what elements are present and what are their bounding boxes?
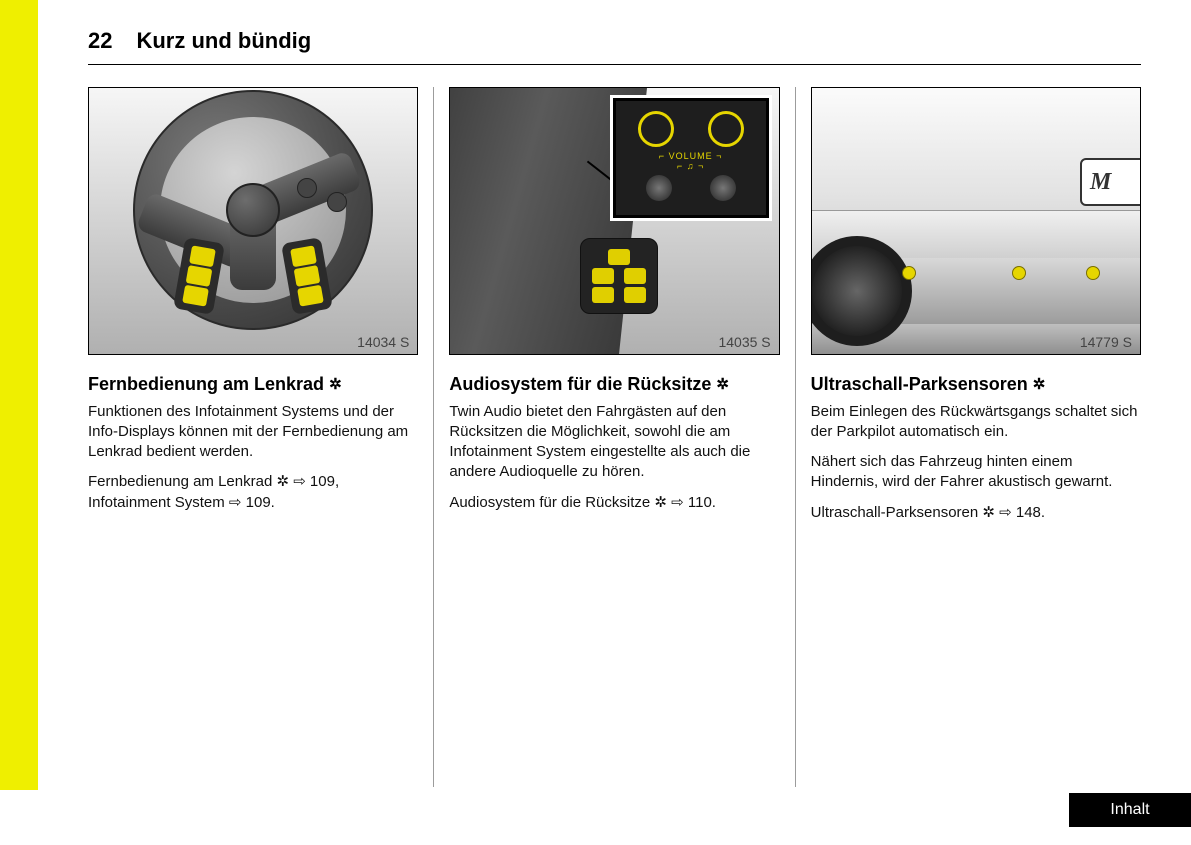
page-number: 22 xyxy=(88,28,112,54)
column-2: ⌐ VOLUME ¬⌐ ♫ ¬ 14035 S Audiosystem für … xyxy=(434,87,794,787)
heading-text: Audiosystem für die Rücksitze xyxy=(449,374,711,394)
heading-text: Ultraschall-Parksensoren xyxy=(811,374,1028,394)
column-3: M 14779 S Ultraschall-Parksensoren ✲ Bei… xyxy=(796,87,1141,787)
steering-wheel-icon xyxy=(133,90,373,330)
figure-steering-wheel: 14034 S xyxy=(88,87,418,355)
figure-rear-audio: ⌐ VOLUME ¬⌐ ♫ ¬ 14035 S xyxy=(449,87,779,355)
column-1: 14034 S Fernbedienung am Lenkrad ✲ Funkt… xyxy=(88,87,433,787)
section-heading-3: Ultraschall-Parksensoren ✲ xyxy=(811,373,1141,396)
star-icon: ✲ xyxy=(716,376,729,393)
console-panel-icon xyxy=(580,238,658,314)
star-icon: ✲ xyxy=(329,376,342,393)
side-tab-yellow xyxy=(0,0,38,790)
paragraph: Fernbedienung am Lenkrad ✲ ⇨ 109, Infota… xyxy=(88,472,418,513)
heading-text: Fernbedienung am Lenkrad xyxy=(88,374,324,394)
figure-park-sensors: M 14779 S xyxy=(811,87,1141,355)
park-sensor-icon xyxy=(1012,266,1026,280)
figure-caption: 14035 S xyxy=(718,334,770,350)
paragraph: Twin Audio bietet den Fahrgästen auf den… xyxy=(449,402,779,483)
section-heading-2: Audiosystem für die Rücksitze ✲ xyxy=(449,373,779,396)
page-body: 22 Kurz und bündig 14034 S Fernbedienung… xyxy=(38,0,1191,845)
audio-panel-callout: ⌐ VOLUME ¬⌐ ♫ ¬ xyxy=(613,98,769,218)
star-icon: ✲ xyxy=(1033,376,1046,393)
paragraph: Ultraschall-Parksensoren ✲ ⇨ 148. xyxy=(811,503,1141,523)
paragraph: Funktionen des Infotainment Systems und … xyxy=(88,402,418,463)
page-title: Kurz und bündig xyxy=(136,28,311,54)
paragraph: Beim Einlegen des Rückwärtsgangs schalte… xyxy=(811,402,1141,443)
page-header: 22 Kurz und bündig xyxy=(88,28,1141,65)
toc-tab-button[interactable]: Inhalt xyxy=(1069,793,1191,827)
section-heading-1: Fernbedienung am Lenkrad ✲ xyxy=(88,373,418,396)
license-plate-fragment: M xyxy=(1080,158,1141,206)
figure-caption: 14034 S xyxy=(357,334,409,350)
column-container: 14034 S Fernbedienung am Lenkrad ✲ Funkt… xyxy=(88,87,1141,787)
paragraph: Audiosystem für die Rücksitze ✲ ⇨ 110. xyxy=(449,493,779,513)
toc-tab-label: Inhalt xyxy=(1110,801,1149,819)
park-sensor-icon xyxy=(1086,266,1100,280)
figure-caption: 14779 S xyxy=(1080,334,1132,350)
paragraph: Nähert sich das Fahrzeug hinten einem Hi… xyxy=(811,452,1141,493)
park-sensor-icon xyxy=(902,266,916,280)
